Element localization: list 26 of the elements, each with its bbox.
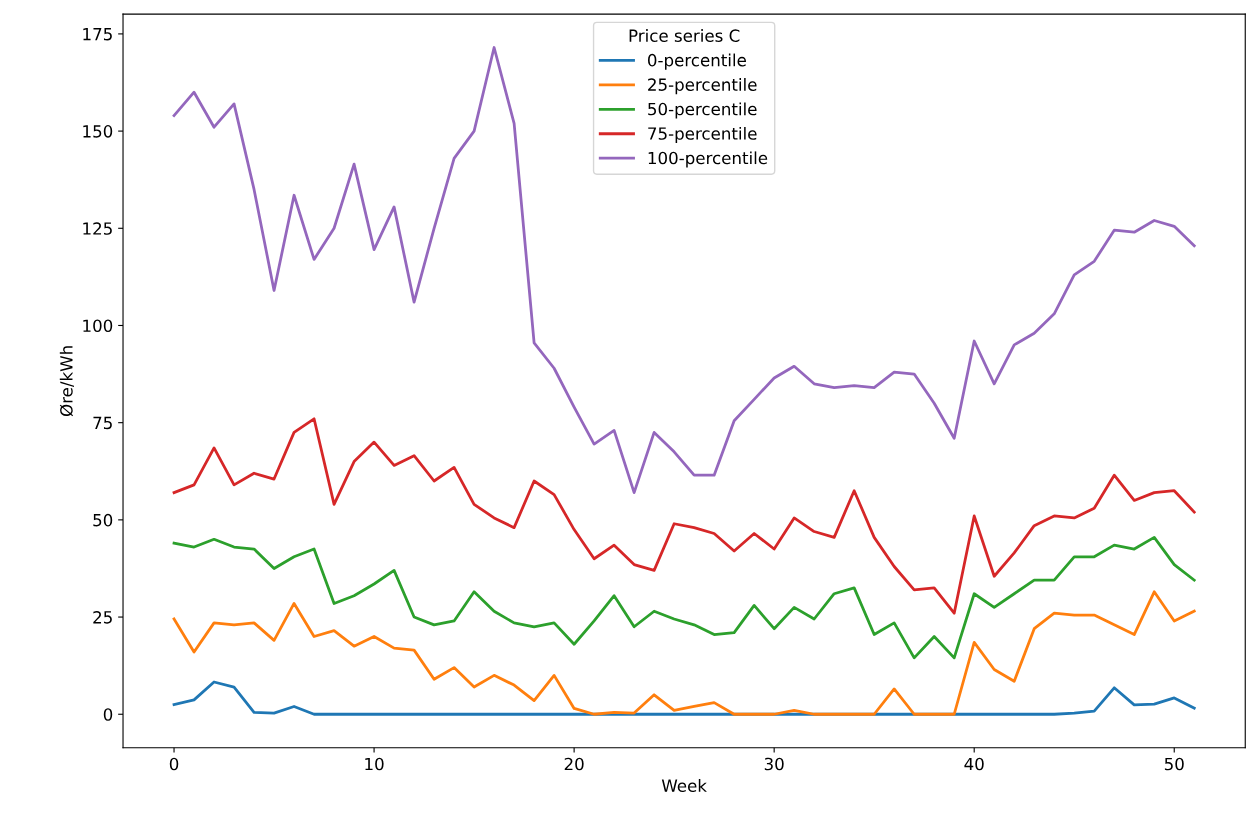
y-tick-label: 125 bbox=[83, 222, 112, 235]
x-tick-label: 0 bbox=[169, 757, 179, 771]
line-series bbox=[172, 590, 1196, 716]
legend-label: 25-percentile bbox=[648, 78, 757, 95]
y-tick-label: 25 bbox=[93, 611, 112, 624]
y-tick-label: 50 bbox=[93, 513, 113, 527]
y-tick-label: 0 bbox=[103, 708, 113, 721]
y-tick-label: 175 bbox=[83, 28, 112, 41]
x-tick-label: 50 bbox=[1164, 757, 1184, 771]
line-series bbox=[172, 535, 1196, 660]
x-tick-label: 30 bbox=[764, 757, 784, 771]
legend-label: 75-percentile bbox=[648, 126, 757, 144]
y-tick-label: 75 bbox=[93, 416, 112, 430]
y-tick-label: 100 bbox=[83, 319, 113, 333]
legend-label: 0-percentile bbox=[647, 53, 746, 70]
line-series bbox=[172, 46, 1196, 495]
x-tick-label: 20 bbox=[564, 757, 584, 771]
legend-title: Price series C bbox=[629, 29, 740, 42]
legend-label: 50-percentile bbox=[648, 102, 757, 119]
x-axis-title: Week bbox=[661, 779, 707, 792]
x-tick-label: 40 bbox=[964, 757, 984, 771]
line-series bbox=[172, 417, 1196, 615]
y-tick-label: 150 bbox=[83, 125, 113, 138]
x-tick-label: 10 bbox=[365, 757, 384, 771]
y-axis-title: Øre/kWh bbox=[59, 346, 75, 417]
legend-label: 100-percentile bbox=[648, 151, 768, 168]
